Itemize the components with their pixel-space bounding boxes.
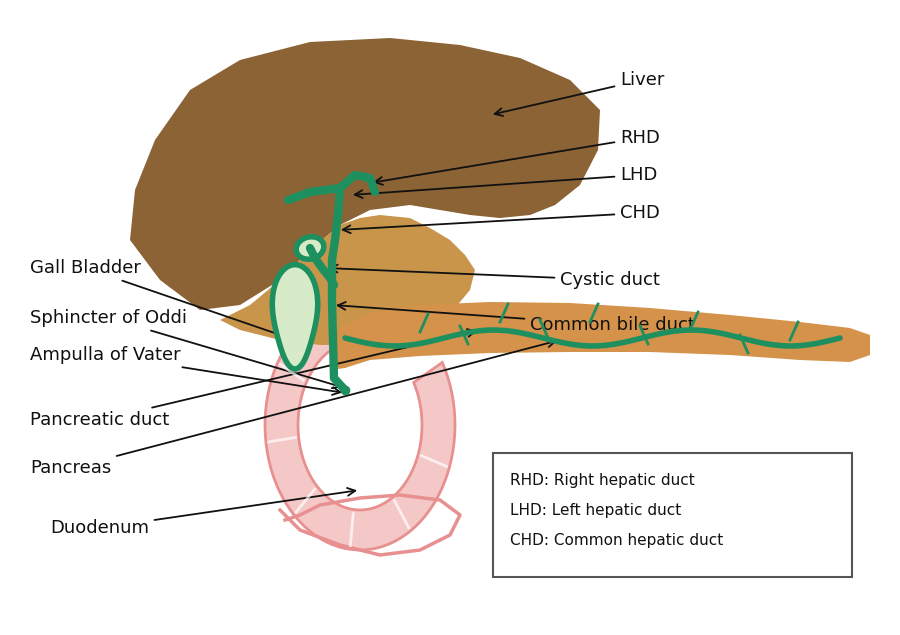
Text: Cystic duct: Cystic duct — [329, 265, 660, 289]
FancyBboxPatch shape — [493, 453, 852, 577]
Polygon shape — [265, 300, 455, 550]
Text: Duodenum: Duodenum — [50, 488, 356, 537]
Text: CHD: CHD — [343, 204, 660, 233]
Text: Ampulla of Vater: Ampulla of Vater — [30, 346, 340, 395]
Text: LHD: Left hepatic duct: LHD: Left hepatic duct — [510, 502, 681, 518]
Polygon shape — [330, 302, 870, 370]
Text: Liver: Liver — [495, 71, 664, 116]
Text: Pancreatic duct: Pancreatic duct — [30, 329, 475, 429]
Polygon shape — [220, 215, 475, 345]
Text: CHD: Common hepatic duct: CHD: Common hepatic duct — [510, 533, 724, 547]
Text: Gall Bladder: Gall Bladder — [30, 259, 291, 340]
Text: LHD: LHD — [355, 166, 657, 198]
Polygon shape — [130, 38, 600, 310]
Text: RHD: Right hepatic duct: RHD: Right hepatic duct — [510, 472, 695, 488]
Text: Sphincter of Oddi: Sphincter of Oddi — [30, 309, 340, 388]
Polygon shape — [273, 265, 318, 369]
Ellipse shape — [296, 237, 324, 259]
Text: Common bile duct: Common bile duct — [338, 302, 695, 334]
Text: Pancreas: Pancreas — [30, 340, 555, 477]
Text: RHD: RHD — [374, 129, 660, 185]
